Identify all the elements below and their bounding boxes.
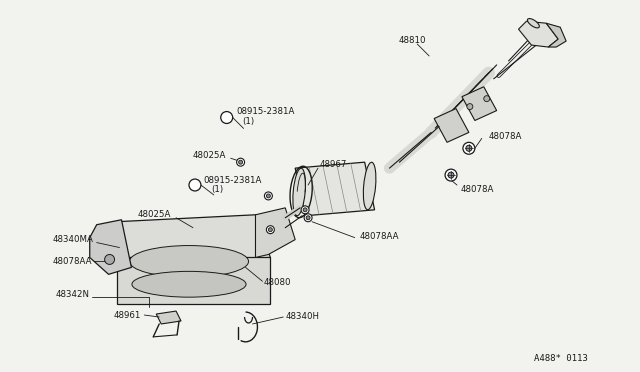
Circle shape [304, 214, 312, 222]
Circle shape [484, 96, 490, 102]
Circle shape [237, 158, 244, 166]
Text: 48078AA: 48078AA [360, 232, 399, 241]
Text: 48967: 48967 [320, 160, 348, 169]
Polygon shape [547, 23, 566, 47]
Text: (1): (1) [243, 117, 255, 126]
Text: A488* 0113: A488* 0113 [534, 354, 588, 363]
Text: 48810: 48810 [399, 36, 426, 45]
Text: 48340H: 48340H [285, 311, 319, 321]
Ellipse shape [293, 168, 305, 216]
Circle shape [189, 179, 201, 191]
Circle shape [239, 160, 243, 164]
Text: 48080: 48080 [264, 278, 291, 287]
Text: 08915-2381A: 08915-2381A [237, 107, 295, 116]
Ellipse shape [129, 246, 248, 277]
Polygon shape [518, 21, 558, 47]
Polygon shape [116, 215, 270, 264]
Polygon shape [462, 87, 497, 121]
Circle shape [264, 192, 273, 200]
Circle shape [266, 194, 270, 198]
Polygon shape [156, 311, 181, 324]
Polygon shape [255, 208, 295, 257]
Text: v: v [193, 183, 196, 187]
Circle shape [306, 216, 310, 220]
Text: 48340MA: 48340MA [53, 235, 93, 244]
Circle shape [467, 104, 473, 110]
Text: v: v [225, 115, 228, 120]
Polygon shape [434, 109, 469, 142]
Circle shape [448, 172, 454, 178]
Polygon shape [295, 162, 374, 216]
Circle shape [266, 226, 275, 234]
Ellipse shape [132, 271, 246, 297]
Text: 48078A: 48078A [489, 132, 522, 141]
Text: 48025A: 48025A [193, 151, 226, 160]
Circle shape [445, 169, 457, 181]
Text: 48342N: 48342N [56, 290, 90, 299]
Ellipse shape [364, 162, 376, 210]
Circle shape [104, 254, 115, 264]
Circle shape [301, 206, 309, 214]
Text: 48078A: 48078A [461, 186, 494, 195]
Circle shape [268, 228, 273, 232]
Text: 48961: 48961 [114, 311, 141, 320]
Circle shape [463, 142, 475, 154]
Circle shape [303, 208, 307, 212]
Ellipse shape [527, 19, 540, 28]
Text: 48078AA: 48078AA [52, 257, 92, 266]
Circle shape [466, 145, 472, 151]
Text: 48025A: 48025A [138, 210, 171, 219]
Text: (1): (1) [211, 186, 223, 195]
Text: 08915-2381A: 08915-2381A [204, 176, 262, 185]
Polygon shape [116, 257, 270, 304]
Circle shape [221, 112, 233, 124]
Polygon shape [90, 220, 131, 274]
